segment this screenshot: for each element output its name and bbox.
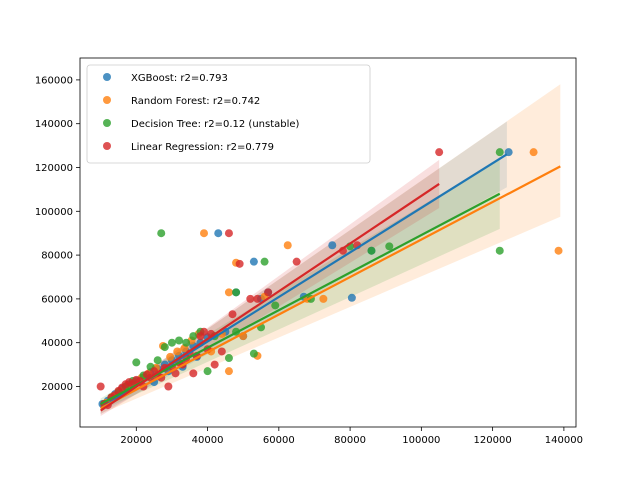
scatter-point-s2-10	[160, 343, 169, 352]
scatter-point-s3-26	[189, 369, 198, 378]
x-tick-label-1: 40000	[192, 435, 224, 446]
x-tick-label-3: 80000	[334, 435, 366, 446]
y-tick-label-3: 80000	[41, 251, 73, 262]
fit-lines	[100, 153, 561, 412]
scatter-point-s1-10	[173, 347, 182, 356]
scatter-point-s3-33	[217, 347, 226, 356]
scatter-point-s2-14	[189, 332, 198, 341]
y-tick-label-7: 160000	[35, 75, 73, 86]
x-tick-label-6: 140000	[545, 435, 583, 446]
legend-marker-3	[103, 142, 111, 150]
scatter-point-s2-18	[224, 354, 233, 363]
fit-line-1	[100, 165, 561, 410]
scatter-point-s3-21	[171, 369, 180, 378]
y-tick-label-0: 20000	[41, 382, 73, 393]
legend-box	[86, 64, 371, 164]
legend: XGBoost: r2=0.793 Random Forest: r2=0.742…	[86, 64, 371, 164]
scatter-point-s1-23	[283, 241, 292, 250]
scatter-point-s2-22	[260, 257, 269, 266]
scatter-point-s2-11	[167, 338, 176, 347]
scatter-point-s2-29	[495, 246, 504, 255]
scatter-point-s1-27	[554, 246, 563, 255]
scatter-point-s2-16	[203, 367, 212, 376]
y-tick-label-4: 100000	[35, 207, 73, 218]
scatter-point-s3-32	[210, 360, 219, 369]
scatter-point-s1-9	[166, 352, 175, 361]
y-tick-label-5: 120000	[35, 163, 73, 174]
y-tick-label-2: 60000	[41, 294, 73, 305]
scatter-point-s0-20	[214, 229, 223, 238]
y-tick-label-6: 140000	[35, 119, 73, 130]
scatter-point-s3-37	[246, 294, 255, 303]
x-tick-label-4: 100000	[402, 435, 440, 446]
legend-marker-0	[103, 73, 111, 81]
scatter-point-s3-34	[224, 229, 233, 238]
scatter-point-s1-18	[224, 288, 233, 297]
scatter-point-s3-36	[235, 259, 244, 268]
legend-label-0: XGBoost: r2=0.793	[131, 73, 228, 84]
scatter-point-s3-39	[264, 288, 273, 297]
fit-line-3	[100, 183, 440, 412]
scatter-point-s2-20	[249, 349, 258, 358]
scatter-point-s1-14	[200, 229, 208, 238]
scatter-point-s2-30	[495, 148, 504, 157]
scatter-point-s3-35	[228, 310, 237, 319]
legend-marker-2	[103, 119, 111, 127]
scatter-point-s0-21	[249, 257, 258, 266]
scatter-point-s2-5	[132, 358, 141, 367]
scatter-point-s3-0	[96, 382, 105, 391]
scatter-point-s2-8	[153, 356, 162, 365]
scatter-point-s2-13	[182, 338, 191, 347]
scatter-point-s1-17	[224, 367, 233, 376]
scatter-point-s2-24	[271, 301, 280, 310]
legend-label-2: Decision Tree: r2=0.12 (unstable)	[131, 119, 300, 130]
legend-label-1: Random Forest: r2=0.742	[131, 96, 260, 107]
scatter-point-s1-25	[319, 294, 328, 303]
scatter-point-s3-38	[253, 294, 262, 303]
scatter-point-s2-28	[385, 242, 394, 251]
scatter-point-s3-19	[164, 382, 173, 391]
scatter-point-s0-28	[328, 241, 337, 250]
y-tick-label-1: 40000	[41, 338, 73, 349]
legend-label-3: Linear Regression: r2=0.779	[131, 142, 274, 153]
confidence-band-1	[100, 84, 561, 414]
legend-marker-1	[103, 96, 111, 104]
scatter-point-s2-12	[175, 336, 184, 345]
scatter-point-s3-29	[200, 327, 208, 336]
scatter-point-s3-43	[435, 148, 444, 157]
x-tick-label-0: 20000	[120, 435, 152, 446]
scatter-point-s0-29	[347, 293, 356, 302]
scatter-point-s2-9	[157, 229, 166, 238]
scatter-point-s3-40	[292, 257, 301, 266]
scatter-point-s1-26	[529, 148, 538, 157]
x-tick-label-2: 60000	[263, 435, 295, 446]
scatter-point-s2-27	[367, 246, 376, 255]
fit-line-2	[100, 192, 501, 405]
scatter-point-s2-23	[232, 288, 241, 297]
x-tick-label-5: 120000	[474, 435, 512, 446]
plot-frame	[79, 57, 577, 428]
axes: 20000 40000 60000 80000 100000 120000 140000 20…	[35, 57, 583, 446]
